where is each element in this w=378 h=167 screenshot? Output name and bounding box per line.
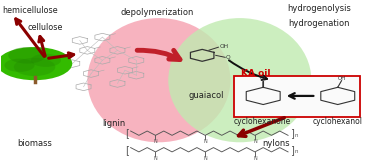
FancyArrowPatch shape <box>137 50 180 60</box>
Text: KA oil: KA oil <box>241 69 271 78</box>
Circle shape <box>5 59 35 72</box>
Text: N: N <box>203 139 207 144</box>
Text: [: [ <box>125 145 129 155</box>
Text: N: N <box>153 155 157 160</box>
Text: n: n <box>294 133 298 138</box>
Text: depolymerization: depolymerization <box>120 8 194 17</box>
Circle shape <box>14 58 55 76</box>
Text: biomass: biomass <box>17 139 52 148</box>
Text: N: N <box>253 139 257 144</box>
Text: cyclohexanol: cyclohexanol <box>313 117 363 126</box>
Text: ˎ: ˎ <box>230 56 232 60</box>
Text: ]: ] <box>290 145 294 155</box>
Text: N: N <box>153 139 157 144</box>
FancyBboxPatch shape <box>234 75 360 117</box>
Circle shape <box>0 47 72 80</box>
Text: OH: OH <box>337 76 346 81</box>
Text: hydrogenolysis: hydrogenolysis <box>287 5 351 14</box>
Text: O: O <box>260 76 265 81</box>
Circle shape <box>31 54 61 67</box>
Ellipse shape <box>168 18 311 142</box>
Text: lignin: lignin <box>102 119 125 128</box>
Text: [: [ <box>125 128 129 138</box>
Text: nylons: nylons <box>262 139 290 148</box>
Text: ]: ] <box>290 128 294 138</box>
Text: O: O <box>226 55 231 60</box>
Text: OH: OH <box>219 44 228 49</box>
Text: hemicellulose: hemicellulose <box>3 6 58 15</box>
Text: guaiacol: guaiacol <box>188 91 224 100</box>
Text: N: N <box>253 155 257 160</box>
Text: n: n <box>294 149 298 154</box>
Ellipse shape <box>87 18 231 142</box>
Text: cellulose: cellulose <box>27 23 62 32</box>
Text: N: N <box>203 155 207 160</box>
Text: hydrogenation: hydrogenation <box>288 19 350 28</box>
Circle shape <box>8 47 46 64</box>
Text: cyclohexanone: cyclohexanone <box>234 117 291 126</box>
